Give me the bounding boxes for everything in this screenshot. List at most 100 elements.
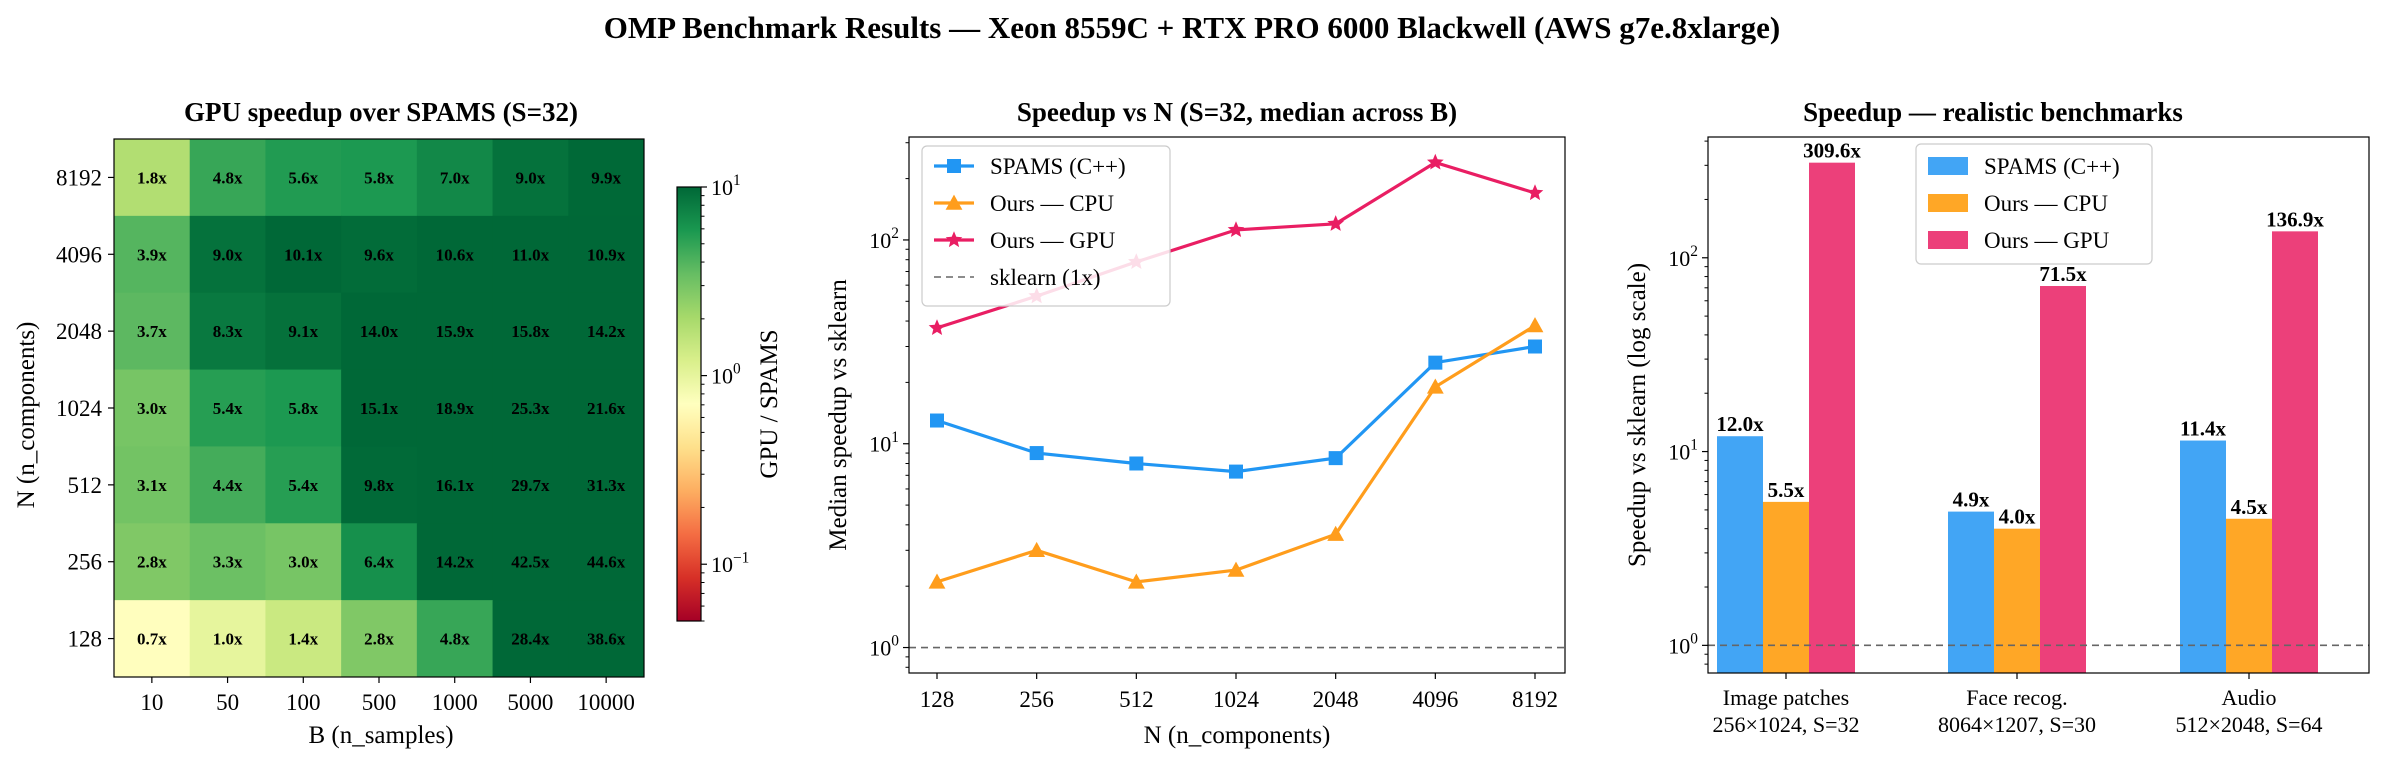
line-xtick-label: 1024 <box>1213 687 1260 712</box>
heatmap-xtick-label: 50 <box>216 690 239 715</box>
bar-ytick-label: 102 <box>1668 243 1698 271</box>
heatmap-cell-label: 4.4x <box>213 476 243 495</box>
heatmap-cell-label: 5.4x <box>213 399 243 418</box>
bar <box>1994 528 2040 673</box>
heatmap-cell-label: 29.7x <box>511 476 550 495</box>
line-ytick-label: 102 <box>869 225 899 253</box>
line-legend-box <box>921 145 1171 307</box>
heatmap-cell-label: 4.8x <box>213 168 243 187</box>
bar <box>1717 436 1763 673</box>
bar-chart-frame <box>1707 136 2370 674</box>
bar-value-label: 5.5x <box>1768 478 1805 502</box>
bar-value-label: 71.5x <box>2039 262 2087 286</box>
heatmap-cell-label: 9.1x <box>288 322 318 341</box>
heatmap-cell <box>189 446 266 524</box>
heatmap-cell-label: 18.9x <box>436 399 475 418</box>
heatmap-cell <box>114 369 191 447</box>
series-point <box>1127 573 1145 589</box>
heatmap-cell <box>341 369 418 447</box>
heatmap-cell-label: 25.3x <box>511 399 550 418</box>
heatmap-cell-label: 5.8x <box>364 168 394 187</box>
heatmap-cell-label: 44.6x <box>587 553 626 572</box>
heatmap-cell-label: 3.9x <box>137 245 167 264</box>
line-series <box>930 339 1542 479</box>
series-point <box>928 573 946 589</box>
bar-xtick-label: 512×2048, S=64 <box>2175 712 2322 737</box>
heatmap-xtick-label: 10 <box>140 690 163 715</box>
heatmap-cell-label: 14.2x <box>587 322 626 341</box>
legend-label: Ours — GPU <box>990 228 1116 253</box>
heatmap-cell <box>568 523 645 601</box>
heatmap-cell <box>492 523 569 601</box>
heatmap-axes: 10 50 100 500 1000 5000 10000 8192 4096 2048 1024 5… <box>56 138 645 715</box>
heatmap-cell-label: 28.4x <box>511 630 550 649</box>
heatmap-cell <box>568 600 645 678</box>
line-chart-panel: Speedup vs N (S=32, median across B) 128… <box>825 97 1566 749</box>
heatmap-cell-label: 3.1x <box>137 476 167 495</box>
heatmap-cell-label: 3.7x <box>137 322 167 341</box>
legend-swatch <box>1928 231 1968 249</box>
heatmap-cell <box>341 139 418 217</box>
heatmap-cell <box>114 292 191 371</box>
bar <box>2180 440 2226 673</box>
heatmap-cell <box>189 523 266 601</box>
series-point <box>1328 451 1343 466</box>
heatmap-cell-label: 10.9x <box>587 245 626 264</box>
legend-label: Ours — CPU <box>1984 191 2108 216</box>
heatmap-cell <box>416 523 494 601</box>
series-point <box>1327 525 1345 541</box>
line-chart-plot: 128 256 512 1024 2048 4096 8192 100 101 102 SPAMS … <box>869 136 1566 712</box>
bar-chart-ylabel: Speedup vs sklearn (log scale) <box>1624 263 1651 567</box>
bar-xtick-label: Audio <box>2222 685 2277 710</box>
heatmap-cell <box>568 369 645 447</box>
bar-value-label: 309.6x <box>1803 139 1861 163</box>
heatmap-cell <box>492 215 569 294</box>
bar-value-label: 4.5x <box>2231 495 2268 519</box>
series-point <box>928 319 946 335</box>
colorbar <box>676 186 702 622</box>
heatmap-ytick-label: 1024 <box>56 396 103 421</box>
heatmap-cell <box>568 292 645 371</box>
heatmap-cell <box>114 523 191 601</box>
heatmap-xtick-label: 10000 <box>577 690 635 715</box>
heatmap-ytick-label: 512 <box>68 473 103 498</box>
figure-title: OMP Benchmark Results — Xeon 8559C + RTX… <box>604 10 1780 45</box>
heatmap-cell <box>189 215 266 294</box>
heatmap-cell <box>416 139 494 217</box>
heatmap-cell-label: 6.4x <box>364 553 394 572</box>
heatmap-cell <box>189 139 266 217</box>
heatmap-cell <box>341 215 418 294</box>
heatmap-xtick-label: 500 <box>362 690 397 715</box>
heatmap-cell <box>568 446 645 524</box>
series-point <box>1129 456 1144 471</box>
heatmap-cell-label: 5.6x <box>288 168 318 187</box>
line-xtick-label: 512 <box>1119 687 1154 712</box>
bar-value-label: 4.9x <box>1953 488 1990 512</box>
bar-value-label: 4.0x <box>1999 505 2036 529</box>
heatmap-cell <box>265 139 342 217</box>
legend-label: Ours — CPU <box>990 191 1114 216</box>
heatmap-cell-label: 1.8x <box>137 168 167 187</box>
line-xtick-label: 8192 <box>1512 687 1558 712</box>
heatmap-cell-label: 3.0x <box>288 553 318 572</box>
line-chart-ylabel: Median speedup vs sklearn <box>825 279 852 551</box>
heatmap-cell <box>341 523 418 601</box>
series-point <box>1428 355 1443 370</box>
bar <box>1763 501 1809 673</box>
line-xtick-label: 2048 <box>1313 687 1359 712</box>
bar <box>2040 286 2086 673</box>
heatmap-cell-label: 31.3x <box>587 476 626 495</box>
heatmap-cell-label: 9.6x <box>364 245 394 264</box>
bar-xtick-label: Image patches <box>1723 685 1849 710</box>
series-point <box>930 413 944 428</box>
bar-xtick-label: 8064×1207, S=30 <box>1938 712 2096 737</box>
heatmap-cell <box>114 139 191 217</box>
heatmap-cell-label: 8.3x <box>213 322 243 341</box>
legend-swatch <box>1928 194 1968 212</box>
line-ytick-label: 100 <box>869 633 899 661</box>
colorbar-tick-label: 100 <box>711 361 741 389</box>
series-point <box>1426 378 1444 394</box>
heatmap-cell-label: 4.8x <box>440 630 470 649</box>
heatmap-cell-label: 14.0x <box>360 322 399 341</box>
heatmap-cell-label: 38.6x <box>587 630 626 649</box>
